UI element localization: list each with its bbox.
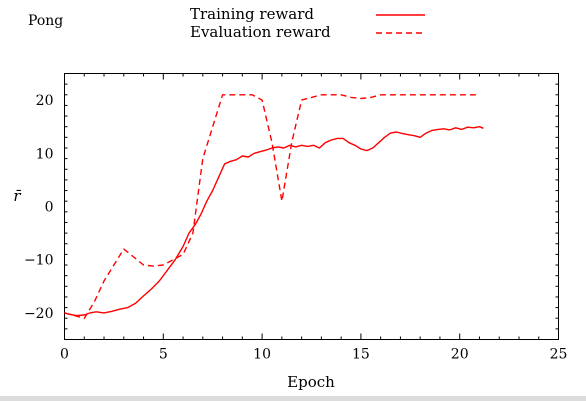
x-tick-label: 15 bbox=[352, 347, 370, 363]
x-tick-label: 5 bbox=[159, 347, 168, 363]
y-axis-title: r̄ bbox=[13, 187, 21, 205]
x-tick-label: 25 bbox=[550, 347, 568, 363]
y-tick-label: 0 bbox=[45, 200, 54, 216]
y-tick-label: −10 bbox=[24, 253, 54, 269]
axis-tick-labels: 0 5 10 15 20 25 −20 −10 0 10 20 bbox=[24, 93, 567, 362]
y-tick-label: −20 bbox=[24, 306, 54, 322]
legend-label-training-reward: Training reward bbox=[190, 5, 314, 23]
series-line-training-reward bbox=[64, 125, 484, 317]
y-tick-label: 20 bbox=[36, 93, 54, 109]
y-tick-label: 10 bbox=[36, 146, 54, 162]
plot-frame bbox=[64, 73, 559, 340]
x-tick-label: 0 bbox=[60, 347, 69, 363]
axis-ticks bbox=[64, 73, 559, 340]
x-tick-label: 20 bbox=[451, 347, 469, 363]
series-line-evaluation-reward bbox=[64, 94, 480, 319]
legend-label-evaluation-reward: Evaluation reward bbox=[190, 23, 331, 41]
window-bottom-strip bbox=[0, 396, 586, 401]
x-tick-label: 10 bbox=[253, 347, 271, 363]
series-layer bbox=[64, 94, 484, 319]
chart-title: Pong bbox=[28, 13, 63, 29]
x-axis-title: Epoch bbox=[287, 373, 335, 391]
legend: Training reward Evaluation reward bbox=[190, 5, 425, 41]
